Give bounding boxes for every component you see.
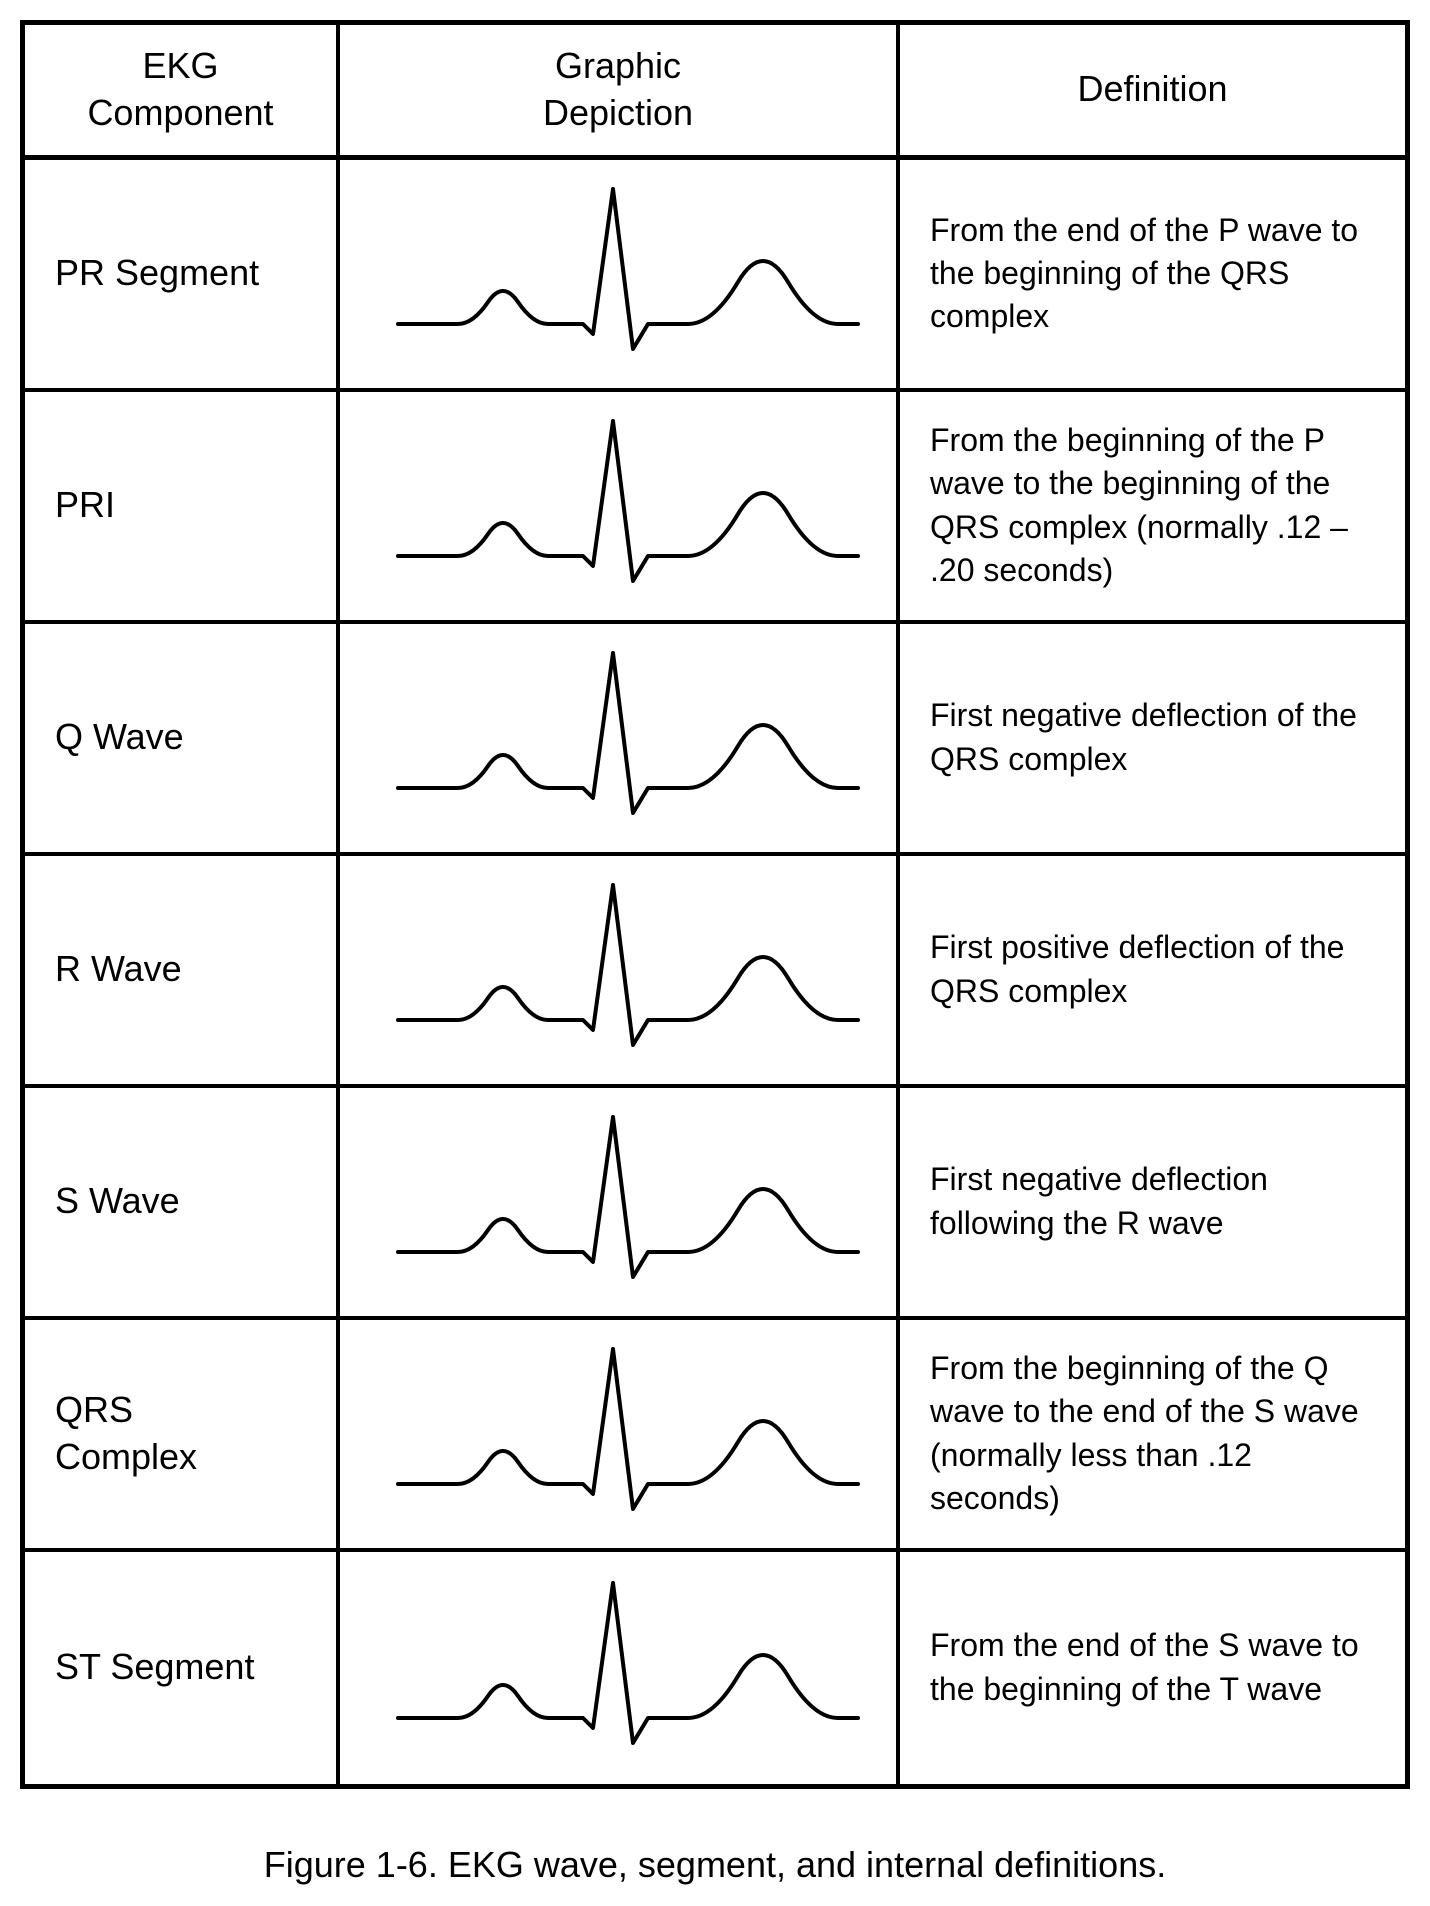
graphic-cell (340, 1088, 900, 1316)
component-label: S Wave (55, 1178, 180, 1225)
graphic-cell (340, 392, 900, 620)
ekg-definitions-table: EKG Component Graphic Depiction Definiti… (20, 20, 1410, 1789)
component-label: ST Segment (55, 1644, 254, 1691)
ekg-path (398, 421, 858, 581)
definition-text: First negative deflection following the … (930, 1158, 1375, 1244)
ekg-waveform-icon (358, 406, 878, 606)
definition-cell: First positive deflection of the QRS com… (900, 856, 1405, 1084)
component-cell: PRI (25, 392, 340, 620)
ekg-path (398, 1349, 858, 1509)
ekg-path (398, 189, 858, 349)
ekg-waveform-icon (358, 870, 878, 1070)
component-cell: R Wave (25, 856, 340, 1084)
table-row: Q Wave First negative deflection of the … (25, 624, 1405, 856)
table-row: S Wave First negative deflection followi… (25, 1088, 1405, 1320)
definition-text: First positive deflection of the QRS com… (930, 926, 1375, 1012)
graphic-cell (340, 1320, 900, 1548)
definition-cell: From the end of the S wave to the beginn… (900, 1552, 1405, 1784)
component-label: QRS Complex (55, 1387, 197, 1481)
component-label: PR Segment (55, 250, 259, 297)
component-cell: ST Segment (25, 1552, 340, 1784)
definition-cell: From the end of the P wave to the beginn… (900, 160, 1405, 388)
header-definition: Definition (900, 25, 1405, 155)
header-component-text: EKG Component (87, 43, 273, 137)
component-label: R Wave (55, 946, 182, 993)
ekg-path (398, 1117, 858, 1277)
definition-cell: First negative deflection following the … (900, 1088, 1405, 1316)
graphic-cell (340, 856, 900, 1084)
header-component: EKG Component (25, 25, 340, 155)
header-graphic: Graphic Depiction (340, 25, 900, 155)
definition-cell: First negative deflection of the QRS com… (900, 624, 1405, 852)
component-cell: QRS Complex (25, 1320, 340, 1548)
component-label: Q Wave (55, 714, 184, 761)
definition-text: From the beginning of the P wave to the … (930, 419, 1375, 592)
graphic-cell (340, 1552, 900, 1784)
ekg-waveform-icon (358, 174, 878, 374)
definition-cell: From the beginning of the P wave to the … (900, 392, 1405, 620)
header-definition-text: Definition (1077, 66, 1227, 113)
definition-text: First negative deflection of the QRS com… (930, 694, 1375, 780)
definition-cell: From the beginning of the Q wave to the … (900, 1320, 1405, 1548)
caption-text: Figure 1-6. EKG wave, segment, and inter… (264, 1844, 1166, 1885)
ekg-waveform-icon (358, 1568, 878, 1768)
component-cell: PR Segment (25, 160, 340, 388)
component-label: PRI (55, 482, 115, 529)
graphic-cell (340, 160, 900, 388)
definition-text: From the end of the P wave to the beginn… (930, 209, 1375, 339)
ekg-path (398, 653, 858, 813)
ekg-waveform-icon (358, 638, 878, 838)
table-header-row: EKG Component Graphic Depiction Definiti… (25, 25, 1405, 160)
graphic-cell (340, 624, 900, 852)
table-row: R Wave First positive deflection of the … (25, 856, 1405, 1088)
table-row: ST Segment From the end of the S wave to… (25, 1552, 1405, 1784)
component-cell: Q Wave (25, 624, 340, 852)
ekg-waveform-icon (358, 1102, 878, 1302)
definition-text: From the beginning of the Q wave to the … (930, 1347, 1375, 1520)
table-row: PR Segment From the end of the P wave to… (25, 160, 1405, 392)
ekg-waveform-icon (358, 1334, 878, 1534)
header-graphic-text: Graphic Depiction (543, 43, 693, 137)
definition-text: From the end of the S wave to the beginn… (930, 1624, 1375, 1710)
table-row: QRS Complex From the beginning of the Q … (25, 1320, 1405, 1552)
table-row: PRI From the beginning of the P wave to … (25, 392, 1405, 624)
ekg-path (398, 1583, 858, 1743)
ekg-path (398, 885, 858, 1045)
figure-caption: Figure 1-6. EKG wave, segment, and inter… (20, 1844, 1410, 1886)
component-cell: S Wave (25, 1088, 340, 1316)
